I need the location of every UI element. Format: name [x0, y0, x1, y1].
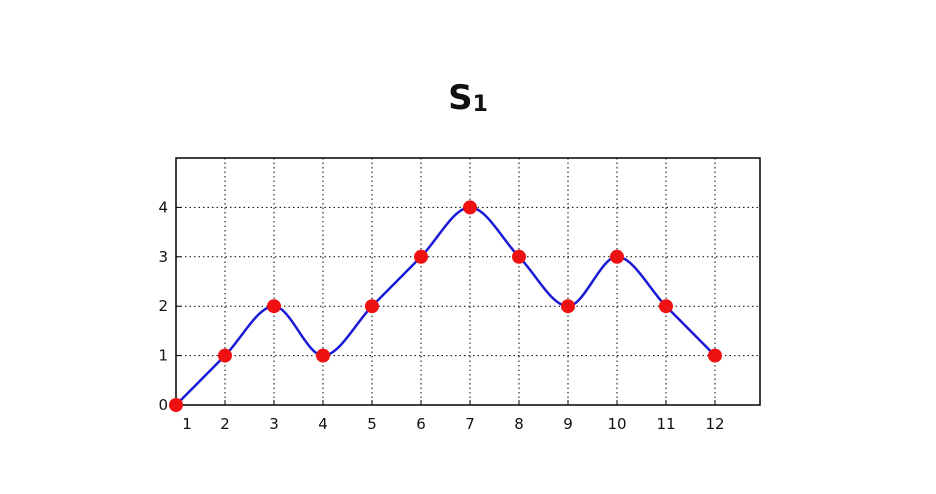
data-point	[414, 249, 428, 264]
data-point	[316, 348, 330, 363]
x-tick-label: 7	[465, 415, 475, 433]
data-points	[169, 200, 722, 412]
series-line	[175, 206, 716, 406]
x-tick-label: 9	[563, 415, 573, 433]
x-tick-label: 5	[367, 415, 377, 433]
data-point	[218, 348, 232, 363]
data-point	[365, 299, 379, 314]
chart-title: S1	[0, 78, 936, 118]
data-point	[659, 299, 673, 314]
data-point	[610, 249, 624, 264]
y-tick-label: 3	[158, 248, 168, 266]
data-point	[267, 299, 281, 314]
y-tick-label: 2	[158, 297, 168, 315]
plot-frame	[175, 157, 761, 406]
x-tick-label: 10	[607, 415, 626, 433]
x-tick-label: 3	[269, 415, 279, 433]
x-tick-label: 12	[705, 415, 724, 433]
grid	[176, 158, 760, 405]
y-tick-label: 1	[158, 347, 168, 365]
data-point	[463, 200, 477, 215]
data-point	[512, 249, 526, 264]
y-tick-label: 4	[158, 198, 168, 216]
data-point	[561, 299, 575, 314]
y-tick-label: 0	[158, 396, 168, 414]
data-point	[708, 348, 722, 363]
data-point	[169, 398, 183, 412]
x-tick-label: 4	[318, 415, 328, 433]
x-axis: 1 2 3 4 5 6 7 8 9 10 11 12	[175, 400, 725, 433]
x-tick-label: 1	[182, 415, 192, 433]
x-tick-label: 8	[514, 415, 524, 433]
y-axis: 0 1 2 3 4	[158, 198, 181, 414]
chart-title-subscript: 1	[472, 92, 488, 117]
x-tick-label: 6	[416, 415, 426, 433]
x-tick-label: 2	[220, 415, 230, 433]
x-tick-label: 11	[656, 415, 675, 433]
chart-title-main: S	[448, 78, 473, 118]
